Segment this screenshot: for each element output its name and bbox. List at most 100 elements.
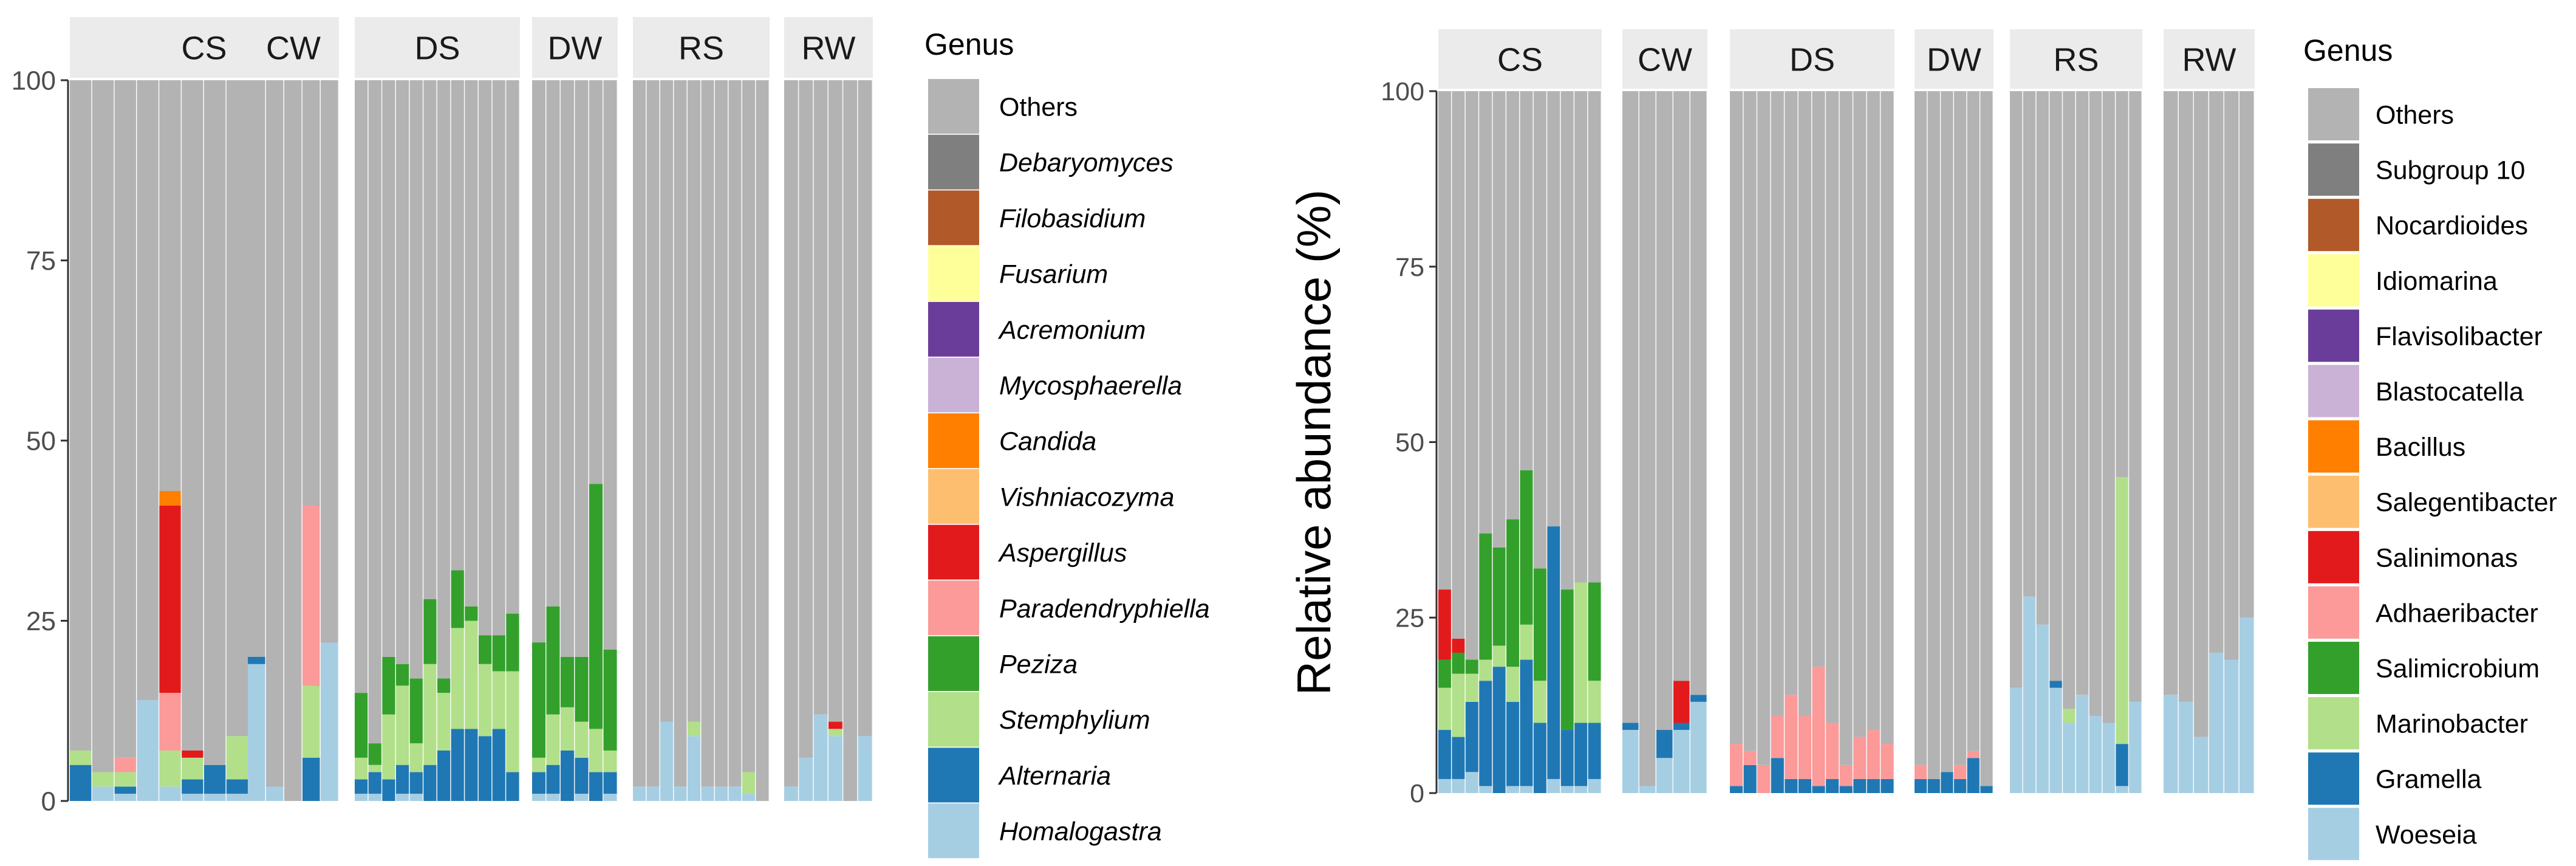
legend-swatch [928,636,979,691]
stacked-bar [688,80,702,801]
legend-item: Nocardioides [2308,199,2528,252]
stacked-bar [437,80,453,801]
bar-segment [784,80,799,787]
bar-segment [2089,91,2103,716]
bar-segment [688,721,702,737]
legend-label: Adhaeribacter [2376,599,2538,628]
bar-segment [1560,91,1575,590]
bar-segment [114,80,137,758]
legend-item: Salegentibacter [2308,475,2557,528]
bar-segment [1574,582,1588,723]
bar-segment [1492,667,1507,793]
bar-segment [1927,91,1941,779]
bar-segment [2224,659,2239,793]
stacked-bar [2116,91,2130,793]
bar-separator [519,80,521,801]
bar-segment [1743,751,1758,765]
stacked-bar [1954,91,1969,793]
bar-segment [1533,681,1548,723]
bar-segment [302,505,321,686]
bar-segment [603,794,618,801]
bar-segment [688,80,702,722]
facet-panel: CW [248,17,340,801]
bar-segment [2076,91,2089,695]
bar-separator [1893,91,1896,793]
bar-segment [1954,778,1967,793]
bar-segment [2116,744,2130,786]
stacked-bar [1798,91,1813,793]
legend-swatch [928,134,979,190]
legend-label: Flavisolibacter [2376,322,2543,351]
bar-segment [603,80,618,650]
stacked-bar [1479,91,1494,793]
bar-segment [1479,786,1493,793]
bar-segment [465,606,479,621]
stacked-bar [701,80,716,801]
bar-segment [532,757,547,772]
bar-segment [742,80,756,772]
legend-swatch [928,357,979,413]
stacked-bar [302,80,322,801]
bar-segment [575,80,589,657]
bar-segment [646,786,660,801]
stacked-bar [1812,91,1827,793]
stacked-bar [2023,91,2038,793]
legend-swatch [2308,254,2359,307]
legend-label: Salimicrobium [2376,654,2540,683]
stacked-bar [284,80,304,801]
bar-segment [2049,687,2063,793]
bar-segment [1438,589,1452,660]
stacked-bar [1881,91,1896,793]
stacked-bar [465,80,480,801]
stacked-bar [1656,91,1675,793]
bar-segment [1492,91,1507,548]
legend-item: Candida [928,413,1096,469]
bar-segment [742,794,756,801]
stacked-bar [646,80,661,801]
legend-item: Woeseia [2308,808,2477,861]
bar-segment [1588,723,1602,779]
bar-segment [546,606,561,715]
bar-segment [70,765,92,801]
bar-segment [2036,624,2050,793]
bar-segment [226,794,249,801]
legend-label: Peziza [999,650,1078,679]
bar-segment [2194,91,2209,737]
bar-segment [1465,659,1480,674]
facet-label: DS [414,30,460,66]
bar-segment [1506,701,1520,786]
bar-segment [159,693,182,751]
bar-segment [1839,786,1854,793]
bar-separator [1706,91,1709,793]
facet-strip [1730,29,1894,89]
bar-segment [368,743,383,765]
bar-segment [437,693,451,751]
bar-segment [2036,91,2050,625]
stacked-bar [382,80,397,801]
bar-segment [226,80,249,737]
bar-segment [506,613,520,672]
bar-segment [1853,91,1867,737]
y-tick-label: 75 [26,246,56,276]
bar-segment [1941,772,1954,793]
facet-label: RW [2182,41,2236,78]
facet-panel: RW [784,17,874,801]
legend-item: Aspergillus [928,524,1127,580]
facet-label: RS [678,30,724,66]
legend-swatch [2308,143,2359,196]
stacked-bar [2239,91,2256,793]
bar-segment [1560,730,1575,786]
facet-panel: RW [2164,29,2256,793]
stacked-bar [1927,91,1942,793]
stacked-bar [1743,91,1758,793]
bar-separator [617,80,619,801]
stacked-bar [1853,91,1868,793]
bar-segment [1690,91,1707,695]
stacked-bar [159,80,183,801]
bar-segment [204,80,227,765]
bar-segment [423,765,437,801]
stacked-bar [2036,91,2051,793]
facet-panel: DW [532,17,619,801]
legend-item: Mycosphaerella [928,357,1182,413]
stacked-bar [451,80,466,801]
